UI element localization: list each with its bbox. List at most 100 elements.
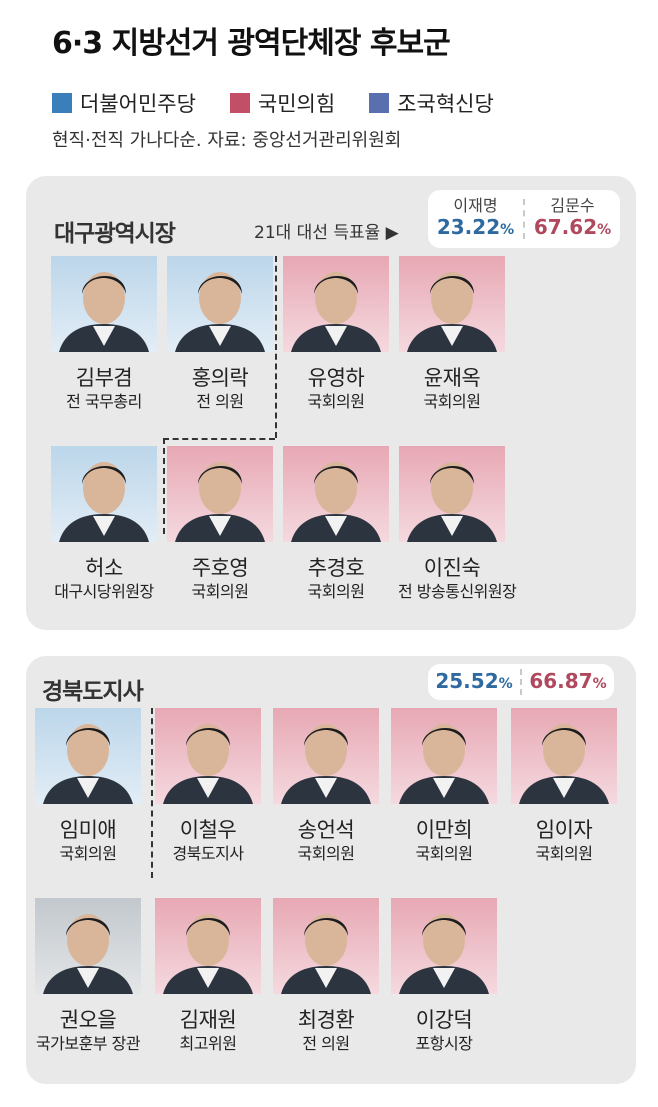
portrait-silhouette [59, 462, 149, 542]
portrait-silhouette [407, 462, 497, 542]
candidate-name: 임미애 [59, 818, 117, 842]
portrait-hair [82, 465, 126, 484]
portrait-hair [198, 275, 242, 294]
kim-pct: 66.87 [529, 668, 593, 693]
candidate-card: 이강덕 포항시장 [390, 898, 498, 1056]
legend-label: 더불어민주당 [80, 92, 196, 116]
portrait-silhouette [399, 724, 489, 804]
portrait-face [199, 462, 241, 514]
candidate-card: 송언석 국회의원 [272, 708, 380, 866]
kim-vote: 66.87% [522, 669, 614, 696]
candidate-name: 김재원 [179, 1008, 237, 1032]
portrait-face [315, 272, 357, 324]
portrait-face [423, 724, 465, 776]
portrait-silhouette [399, 914, 489, 994]
kim-name: 김문수 [550, 195, 595, 215]
gyeongbuk-vote-box: 25.52% 66.87% [428, 664, 614, 700]
candidate-photo [155, 708, 261, 804]
portrait-collar [77, 778, 99, 798]
legend-swatch-ppp [229, 93, 250, 113]
candidate-card: 홍의락 전 의원 [166, 256, 274, 414]
lee-name: 이재명 [453, 195, 498, 215]
candidate-card: 주호영 국회의원 [166, 446, 274, 604]
candidate-card: 김재원 최고위원 [154, 898, 262, 1056]
page-title: 6·3 지방선거 광역단체장 후보군 [52, 26, 451, 61]
portrait-face [67, 914, 109, 966]
candidate-role: 국회의원 [297, 844, 355, 863]
candidate-photo [51, 446, 157, 542]
portrait-collar [433, 778, 455, 798]
portrait-silhouette [59, 272, 149, 352]
candidate-name: 김부겸 [75, 366, 133, 390]
candidate-name: 권오을 [59, 1008, 117, 1032]
candidate-name: 홍의락 [191, 366, 249, 390]
gyeongbuk-title: 경북도지사 [42, 679, 144, 705]
candidate-role: 전 국무총리 [66, 392, 142, 411]
candidate-photo [391, 898, 497, 994]
portrait-collar [197, 778, 219, 798]
candidate-photo [283, 446, 389, 542]
portrait-collar [209, 326, 231, 346]
party-divider [163, 438, 165, 534]
candidate-name: 임이자 [535, 818, 593, 842]
daegu-vote-box: 이재명 23.22% 김문수 67.62% [428, 190, 620, 248]
vote-divider [520, 669, 522, 695]
candidate-photo [399, 446, 505, 542]
daegu-panel: 대구광역시장 21대 대선 득표율 ▶ 이재명 23.22% 김문수 67.62… [26, 176, 636, 630]
candidate-name: 유영하 [307, 366, 365, 390]
portrait-hair [314, 465, 358, 484]
candidate-role: 전 의원 [196, 392, 244, 411]
portrait-silhouette [175, 272, 265, 352]
candidate-role: 국회의원 [423, 392, 481, 411]
gyeongbuk-panel: 경북도지사 25.52% 66.87% 임미애 국회의원 이철우 경북도지사 송… [26, 656, 636, 1084]
portrait-face [543, 724, 585, 776]
portrait-collar [441, 326, 463, 346]
candidate-role: 국회의원 [307, 392, 365, 411]
vote-share-label: 21대 대선 득표율 ▶ [254, 223, 399, 243]
portrait-face [187, 914, 229, 966]
daegu-title: 대구광역시장 [54, 221, 176, 247]
pct-unit: % [498, 675, 513, 692]
candidate-card: 권오을 국가보훈부 장관 [34, 898, 142, 1056]
portrait-face [199, 272, 241, 324]
candidate-photo [167, 446, 273, 542]
portrait-hair [186, 727, 230, 746]
lee-vote: 25.52% [428, 669, 520, 696]
portrait-hair [66, 917, 110, 936]
candidate-role: 국가보훈부 장관 [35, 1034, 141, 1053]
party-divider [151, 708, 153, 878]
portrait-hair [304, 917, 348, 936]
candidate-role: 경북도지사 [172, 844, 244, 863]
candidate-card: 유영하 국회의원 [282, 256, 390, 414]
legend-item-rebuilding: 조국혁신당 [369, 88, 494, 118]
pct-unit: % [500, 221, 515, 238]
lee-pct: 23.22 [436, 214, 501, 239]
candidate-card: 윤재옥 국회의원 [398, 256, 506, 414]
portrait-hair [82, 275, 126, 294]
lee-pct: 25.52 [435, 668, 499, 693]
candidate-card: 이만희 국회의원 [390, 708, 498, 866]
portrait-hair [430, 275, 474, 294]
portrait-collar [325, 326, 347, 346]
portrait-collar [209, 516, 231, 536]
portrait-collar [93, 516, 115, 536]
candidate-role: 국회의원 [191, 582, 249, 601]
candidate-photo [35, 708, 141, 804]
candidate-role: 국회의원 [535, 844, 593, 863]
portrait-hair [304, 727, 348, 746]
legend-label: 조국혁신당 [397, 92, 494, 116]
party-legend: 더불어민주당 국민의힘 조국혁신당 [52, 88, 494, 118]
legend-label: 국민의힘 [257, 92, 336, 116]
legend-swatch-rebuilding [369, 93, 390, 113]
legend-item-democratic: 더불어민주당 [52, 88, 196, 118]
portrait-hair [430, 465, 474, 484]
portrait-face [315, 462, 357, 514]
portrait-collar [325, 516, 347, 536]
source-note: 현직·전직 가나다순. 자료: 중앙선거관리위원회 [52, 130, 402, 151]
candidate-name: 최경환 [297, 1008, 355, 1032]
kim-pct: 67.62 [533, 214, 598, 239]
candidate-photo [167, 256, 273, 352]
portrait-face [305, 914, 347, 966]
candidate-photo [283, 256, 389, 352]
portrait-collar [197, 968, 219, 988]
